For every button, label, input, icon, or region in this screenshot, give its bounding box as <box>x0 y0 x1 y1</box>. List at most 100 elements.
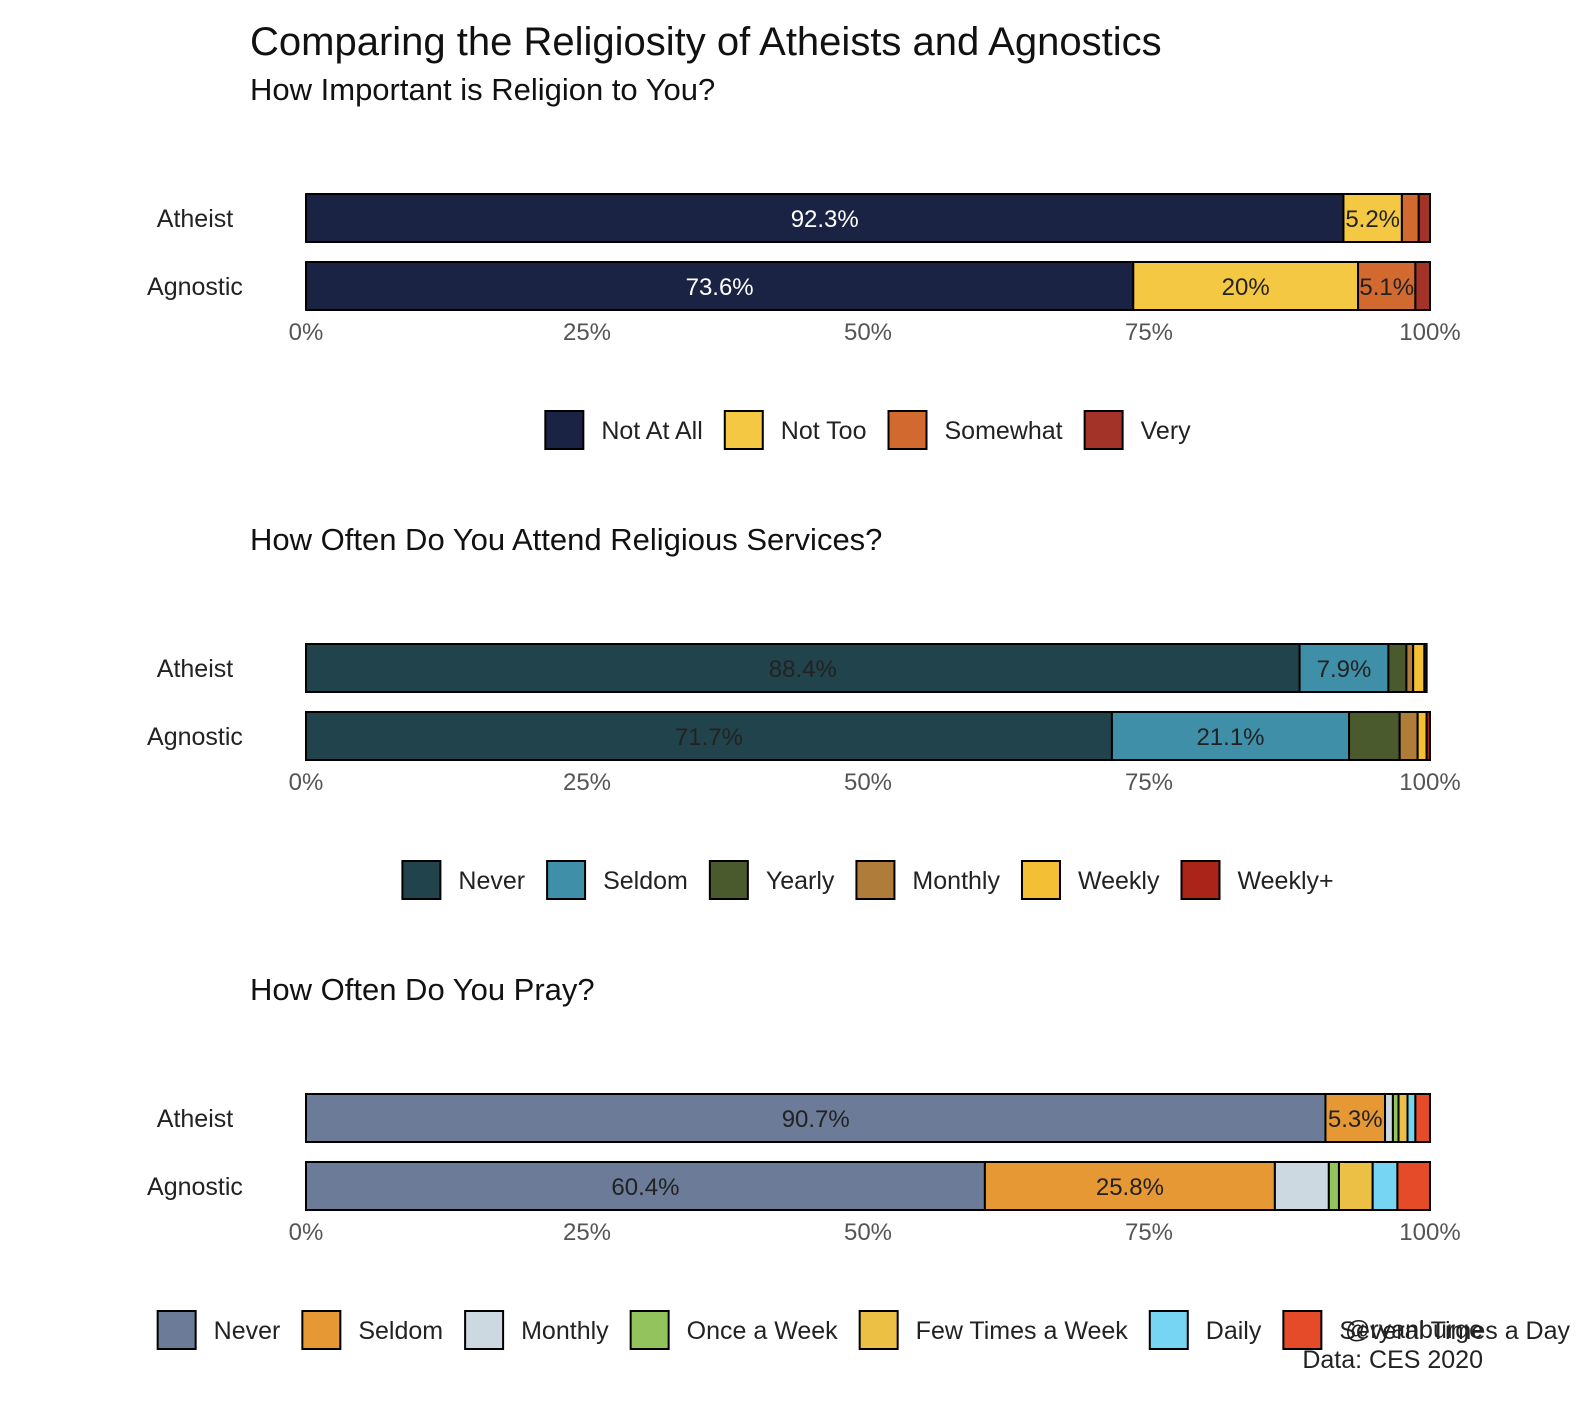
bar-atheist-yearly <box>1387 643 1408 693</box>
x-tick-label: 0% <box>289 1219 324 1246</box>
legend-label-not-at-all: Not At All <box>601 417 702 445</box>
legend-swatch-daily <box>1148 1310 1189 1350</box>
row-label-agnostic: Agnostic <box>147 273 243 301</box>
x-tick-label: 25% <box>563 1219 611 1246</box>
legend-swatch-weekly <box>1020 860 1061 900</box>
x-tick-label: 75% <box>1125 1219 1173 1246</box>
legend-label-monthly: Monthly <box>521 1317 609 1345</box>
bar-atheist-never <box>305 643 1301 693</box>
x-tick-label: 25% <box>563 769 611 796</box>
bar-agnostic-never <box>305 711 1113 761</box>
legend-label-weekly: Weekly <box>1078 867 1160 895</box>
bar-agnostic-seldom <box>1110 711 1351 761</box>
bar-atheist-several-times-a-day <box>1414 1093 1431 1143</box>
legend-label-somewhat: Somewhat <box>945 417 1063 445</box>
data-label-agnostic-seldom: 25.8% <box>1096 1174 1164 1201</box>
data-label-agnostic-somewhat: 5.1% <box>1359 274 1414 301</box>
legend-swatch-once-a-week <box>629 1310 670 1350</box>
legend-label-yearly: Yearly <box>766 867 835 895</box>
x-tick-label: 100% <box>1399 1219 1460 1246</box>
bar-atheist-very <box>1417 193 1432 243</box>
legend-swatch-very <box>1083 410 1124 450</box>
panel-title: How Often Do You Attend Religious Servic… <box>250 522 882 557</box>
row-label-atheist: Atheist <box>157 655 233 683</box>
data-label-agnostic-never: 60.4% <box>611 1174 679 1201</box>
bar-atheist-few-times-a-week <box>1397 1093 1409 1143</box>
x-tick-label: 0% <box>289 769 324 796</box>
caption-handle: @ryanburge <box>1345 1316 1483 1344</box>
legend-label-weekly: Weekly+ <box>1237 867 1333 895</box>
bar-agnostic-monthly <box>1398 711 1419 761</box>
panel-title: How Often Do You Pray? <box>250 972 595 1007</box>
x-tick-label: 75% <box>1125 769 1173 796</box>
x-tick-label: 75% <box>1125 319 1173 346</box>
row-label-atheist: Atheist <box>157 1105 233 1133</box>
legend-swatch-not-too <box>723 410 764 450</box>
legend-label-once-a-week: Once a Week <box>687 1317 839 1345</box>
legend-label-few-times-a-week: Few Times a Week <box>916 1317 1129 1345</box>
legend: Never Seldom Monthly Once a Week Few Times a… <box>156 1310 1570 1350</box>
x-tick-label: 0% <box>289 319 324 346</box>
x-tick-label: 50% <box>844 1219 892 1246</box>
legend-swatch-seldom <box>546 860 587 900</box>
bar-atheist-daily <box>1406 1093 1417 1143</box>
bar-agnostic-weekly <box>1425 711 1432 761</box>
x-tick-label: 50% <box>844 319 892 346</box>
data-label-agnostic-not-at-all: 73.6% <box>686 274 754 301</box>
bar-atheist-weekly <box>1412 643 1426 693</box>
x-tick-label: 100% <box>1399 319 1460 346</box>
bar-agnostic-very <box>1414 261 1431 311</box>
legend: Never Seldom Yearly Monthly Weekly Weekly+ <box>401 860 1334 900</box>
legend-swatch-few-times-a-week <box>858 1310 899 1350</box>
legend-swatch-never <box>401 860 442 900</box>
legend-label-daily: Daily <box>1206 1317 1262 1345</box>
data-label-agnostic-seldom: 21.1% <box>1196 724 1264 751</box>
data-label-atheist-never: 88.4% <box>769 656 837 683</box>
panel-1: How Often Do You Attend Religious Servic… <box>147 522 1461 900</box>
main-title: Comparing the Religiosity of Atheists an… <box>250 20 1162 64</box>
legend-label-very: Very <box>1141 417 1192 445</box>
legend-label-monthly: Monthly <box>912 867 1000 895</box>
legend-swatch-not-at-all <box>544 410 585 450</box>
x-tick-label: 50% <box>844 769 892 796</box>
legend-label-never: Never <box>214 1317 281 1345</box>
bar-atheist-weekly <box>1423 643 1428 693</box>
legend: Not At All Not Too Somewhat Very <box>544 410 1192 450</box>
legend-label-seldom: Seldom <box>358 1317 443 1345</box>
legend-swatch-never <box>156 1310 197 1350</box>
bar-agnostic-daily <box>1371 1161 1399 1211</box>
panel-0: How Important is Religion to You? Atheist… <box>147 72 1461 450</box>
bar-agnostic-several-times-a-day <box>1396 1161 1432 1211</box>
bar-agnostic-monthly <box>1273 1161 1330 1211</box>
bar-atheist-monthly <box>1384 1093 1394 1143</box>
legend-label-several-times-a-day: Several Times a Day <box>1339 1317 1570 1345</box>
caption-source: Data: CES 2020 <box>1302 1346 1483 1374</box>
legend-swatch-weekly <box>1180 860 1221 900</box>
bar-agnostic-weekly <box>1416 711 1428 761</box>
bar-agnostic-seldom <box>983 1161 1276 1211</box>
data-label-atheist-not-too: 5.2% <box>1345 206 1400 233</box>
bar-agnostic-once-a-week <box>1327 1161 1340 1211</box>
row-label-atheist: Atheist <box>157 205 233 233</box>
legend-swatch-somewhat <box>887 410 928 450</box>
chart-panels: How Important is Religion to You? Atheist… <box>147 72 1570 1350</box>
x-tick-label: 25% <box>563 319 611 346</box>
bar-agnostic-yearly <box>1348 711 1401 761</box>
bar-agnostic-few-times-a-week <box>1337 1161 1374 1211</box>
data-label-atheist-seldom: 5.3% <box>1328 1106 1383 1133</box>
bar-atheist-not-at-all <box>305 193 1345 243</box>
bar-agnostic-never <box>305 1161 986 1211</box>
legend-swatch-several-times-a-day <box>1282 1310 1323 1350</box>
data-label-atheist-never: 90.7% <box>782 1106 850 1133</box>
bar-atheist-never <box>305 1093 1327 1143</box>
row-label-agnostic: Agnostic <box>147 723 243 751</box>
data-label-agnostic-not-too: 20% <box>1222 274 1270 301</box>
data-label-agnostic-never: 71.7% <box>675 724 743 751</box>
bar-agnostic-somewhat <box>1357 261 1417 311</box>
bar-atheist-somewhat <box>1400 193 1420 243</box>
panel-2: How Often Do You Pray? Atheist 90.7% 5.3% Ag… <box>147 972 1570 1350</box>
bar-atheist-monthly <box>1405 643 1415 693</box>
x-tick-label: 100% <box>1399 769 1460 796</box>
legend-swatch-monthly <box>464 1310 505 1350</box>
legend-swatch-seldom <box>301 1310 342 1350</box>
